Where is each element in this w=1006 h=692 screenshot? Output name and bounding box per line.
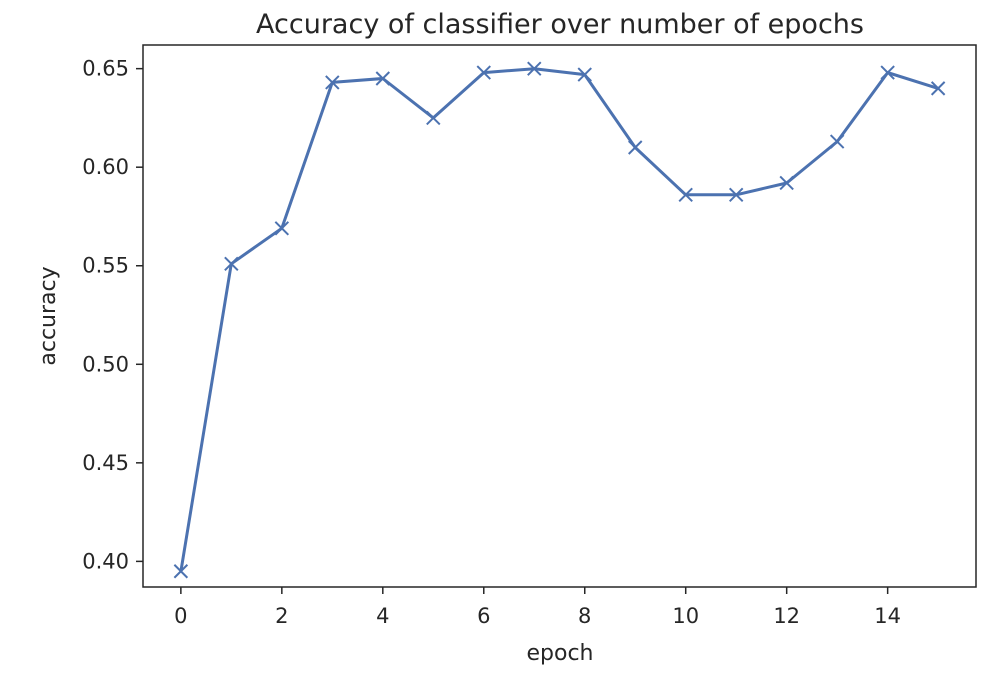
data-point-marker bbox=[728, 187, 744, 202]
y-tick-label: 0.40 bbox=[82, 549, 129, 573]
x-tick-label: 0 bbox=[174, 604, 187, 628]
data-point-marker bbox=[527, 61, 542, 76]
axes bbox=[142, 44, 977, 588]
data-point-marker bbox=[628, 140, 643, 155]
plot-frame bbox=[142, 44, 977, 588]
y-axis-ticks: 0.40 0.45 0.50 0.55 0.60 0.65 bbox=[82, 57, 143, 573]
x-axis-label: epoch bbox=[527, 641, 594, 666]
data-point-marker bbox=[678, 187, 693, 202]
data-point-marker bbox=[325, 75, 340, 90]
data-point-marker bbox=[375, 71, 391, 86]
y-axis-label: accuracy bbox=[36, 266, 61, 365]
chart-title: Accuracy of classifier over number of ep… bbox=[256, 9, 864, 40]
data-point-marker bbox=[577, 67, 592, 82]
data-point-marker bbox=[274, 221, 290, 236]
x-tick-label: 6 bbox=[477, 604, 490, 628]
y-tick-label: 0.55 bbox=[82, 254, 129, 278]
series-line bbox=[179, 67, 940, 573]
data-point-marker bbox=[880, 65, 895, 80]
data-point-marker bbox=[476, 65, 491, 80]
x-axis-ticks: 0 2 4 6 8 10 12 14 bbox=[174, 587, 901, 628]
x-tick-label: 10 bbox=[672, 604, 699, 628]
data-point-marker bbox=[829, 134, 845, 149]
x-tick-label: 2 bbox=[275, 604, 288, 628]
y-tick-label: 0.65 bbox=[82, 57, 129, 81]
y-tick-label: 0.45 bbox=[82, 451, 129, 475]
x-tick-label: 4 bbox=[376, 604, 389, 628]
data-point-marker bbox=[930, 81, 946, 96]
data-point-marker bbox=[173, 564, 189, 579]
x-tick-label: 8 bbox=[578, 604, 591, 628]
data-point-marker bbox=[224, 256, 239, 271]
data-point-marker bbox=[779, 175, 794, 191]
y-tick-label: 0.50 bbox=[82, 352, 129, 376]
y-tick-label: 0.60 bbox=[82, 155, 129, 179]
data-point-marker bbox=[426, 110, 441, 126]
x-tick-label: 12 bbox=[773, 604, 800, 628]
series bbox=[173, 61, 946, 579]
x-tick-label: 14 bbox=[874, 604, 901, 628]
